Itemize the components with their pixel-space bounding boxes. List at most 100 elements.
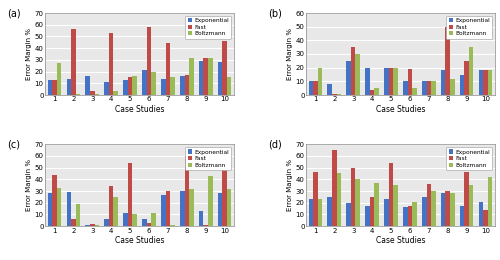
Bar <box>170 225 174 226</box>
Bar <box>412 88 416 95</box>
Bar <box>152 213 156 226</box>
Text: (d): (d) <box>268 139 282 149</box>
Bar <box>431 191 436 226</box>
Bar <box>124 213 128 226</box>
Bar <box>460 206 464 226</box>
Y-axis label: Error Margin %: Error Margin % <box>287 28 293 80</box>
Bar <box>132 76 137 95</box>
Y-axis label: Error Margin %: Error Margin % <box>287 159 293 211</box>
Bar <box>388 163 394 226</box>
Bar <box>356 54 360 95</box>
Legend: Exponential, Fast, Boltzmann: Exponential, Fast, Boltzmann <box>446 147 492 170</box>
Bar <box>142 219 146 226</box>
Bar <box>222 156 227 226</box>
Bar <box>52 175 56 226</box>
Bar <box>184 75 189 95</box>
Bar <box>170 77 174 95</box>
Bar <box>208 57 212 95</box>
Bar <box>332 150 336 226</box>
Bar <box>464 61 469 95</box>
Bar <box>204 57 208 95</box>
Bar <box>86 225 90 226</box>
Bar <box>394 68 398 95</box>
Bar <box>484 70 488 95</box>
Bar <box>184 156 189 226</box>
Legend: Exponential, Fast, Boltzmann: Exponential, Fast, Boltzmann <box>186 147 231 170</box>
X-axis label: Case Studies: Case Studies <box>376 105 425 114</box>
Bar <box>408 206 412 226</box>
Bar <box>351 168 356 226</box>
Text: (c): (c) <box>7 139 20 149</box>
Bar <box>394 185 398 226</box>
Bar <box>336 173 341 226</box>
Bar <box>469 185 474 226</box>
Bar <box>128 77 132 95</box>
Bar <box>76 204 80 226</box>
Bar <box>450 79 454 95</box>
Bar <box>94 225 99 226</box>
Bar <box>208 176 212 226</box>
Text: (a): (a) <box>7 8 21 18</box>
Bar <box>218 193 222 226</box>
Bar <box>366 68 370 95</box>
Bar <box>422 197 426 226</box>
Bar <box>166 43 170 95</box>
Bar <box>94 94 99 95</box>
Bar <box>441 193 446 226</box>
Bar <box>86 76 90 95</box>
Bar <box>56 63 62 95</box>
Bar <box>161 79 166 95</box>
Bar <box>318 68 322 95</box>
Bar <box>478 70 484 95</box>
Bar <box>90 224 94 226</box>
Bar <box>426 184 431 226</box>
Bar <box>114 92 118 95</box>
Bar <box>370 197 374 226</box>
Text: (b): (b) <box>268 8 282 18</box>
Bar <box>384 199 388 226</box>
Bar <box>104 82 109 95</box>
Bar <box>313 81 318 95</box>
Bar <box>412 202 416 226</box>
Bar <box>328 197 332 226</box>
Bar <box>52 80 56 95</box>
Bar <box>109 33 114 95</box>
Bar <box>366 206 370 226</box>
Bar <box>328 84 332 95</box>
Bar <box>431 81 436 95</box>
Bar <box>222 41 227 95</box>
Bar <box>388 68 394 95</box>
Bar <box>446 27 450 95</box>
Bar <box>422 81 426 95</box>
Bar <box>56 187 62 226</box>
Bar <box>384 68 388 95</box>
Bar <box>332 94 336 95</box>
Bar <box>218 62 222 95</box>
Bar <box>374 183 379 226</box>
Bar <box>76 94 80 95</box>
X-axis label: Case Studies: Case Studies <box>376 236 425 245</box>
Bar <box>161 194 166 226</box>
Bar <box>146 223 152 226</box>
Bar <box>189 57 194 95</box>
Bar <box>469 47 474 95</box>
Bar <box>104 219 109 226</box>
Bar <box>403 81 407 95</box>
Y-axis label: Error Margin %: Error Margin % <box>26 28 32 80</box>
Bar <box>308 81 313 95</box>
Legend: Exponential, Fast, Boltzmann: Exponential, Fast, Boltzmann <box>446 16 492 39</box>
Bar <box>90 92 94 95</box>
Bar <box>48 193 52 226</box>
Bar <box>124 80 128 95</box>
Bar <box>189 189 194 226</box>
Bar <box>109 186 114 226</box>
Bar <box>132 214 137 226</box>
Bar <box>488 70 492 95</box>
Bar <box>450 193 454 226</box>
Bar <box>199 211 203 226</box>
Bar <box>128 163 132 226</box>
Bar <box>446 191 450 226</box>
Bar <box>318 199 322 226</box>
Bar <box>48 80 52 95</box>
Bar <box>351 47 356 95</box>
